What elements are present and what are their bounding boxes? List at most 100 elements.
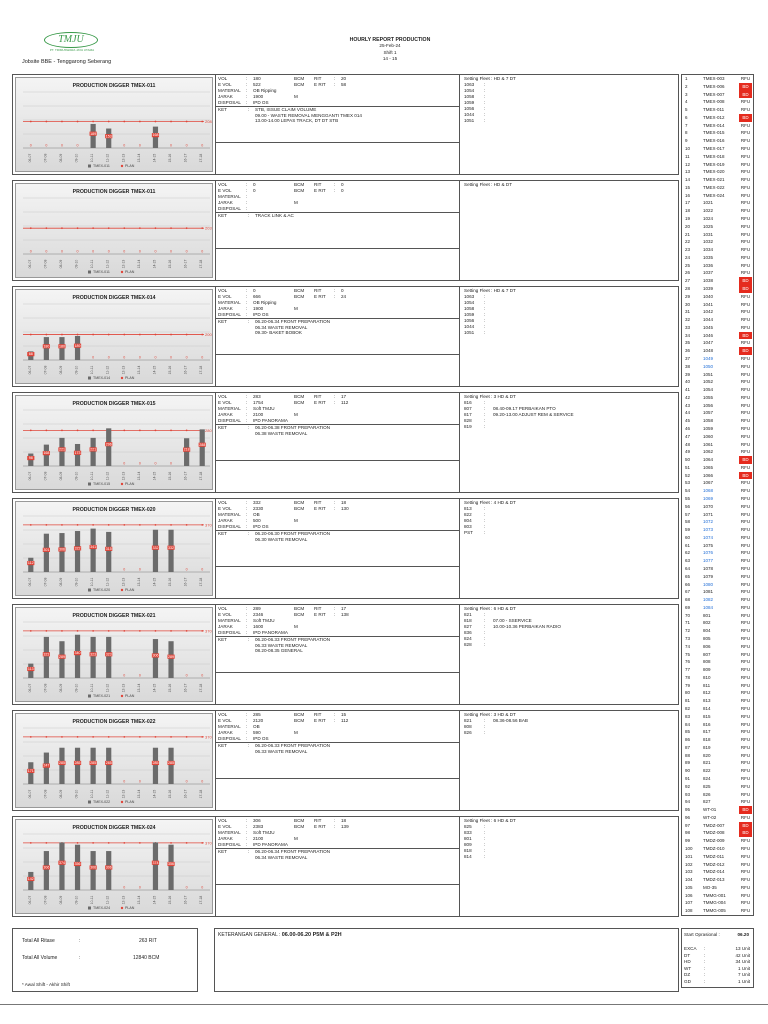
ket-line: 06.34 WASTE REMOVAL: [218, 855, 330, 861]
unit-number: 29: [685, 293, 691, 299]
x-tick-label: 13-14: [137, 366, 141, 375]
unit-number: 94: [685, 799, 691, 805]
colon: :: [248, 213, 250, 218]
plan-value-label: 370: [205, 628, 212, 633]
unit-number: 90: [685, 768, 691, 774]
unit-code: TMDZ-009: [703, 838, 725, 844]
info-field: E VOL: [218, 718, 232, 723]
info-field: M: [294, 412, 298, 417]
unit-code: TMEX-003: [703, 76, 725, 81]
status-badge-rfu: RFU: [740, 558, 751, 564]
info-separator: [216, 672, 459, 673]
status-badge-rfu: RFU: [740, 566, 751, 571]
plan-point: [170, 524, 172, 526]
unit-row: 45 1058 RFU: [682, 417, 753, 425]
data-label: 0: [186, 674, 188, 678]
bar: [152, 126, 159, 148]
colon: :: [248, 637, 250, 642]
data-label-bg: [58, 654, 66, 659]
unit-row: 88 820 RFU: [682, 752, 753, 760]
ket-line: 06.34 WASTE REMOVAL: [218, 325, 330, 331]
unit-code: 819: [703, 744, 711, 750]
colon: :: [484, 300, 486, 305]
x-tick-label: 15-16: [168, 154, 172, 163]
data-label: 285: [59, 761, 65, 765]
info-field: 112: [341, 718, 349, 723]
unit-number: 75: [685, 651, 691, 657]
data-label-bg: [27, 352, 35, 357]
unit-row: 75 807 RFU: [682, 651, 753, 659]
info-field: 2383: [253, 824, 264, 829]
data-label: 0: [139, 462, 141, 466]
bar: [106, 747, 112, 784]
data-label: 322: [75, 546, 81, 550]
ket-line: 06.38 WASTE REMOVAL: [218, 431, 330, 437]
info-separator: [216, 778, 459, 779]
data-label: 153: [106, 134, 112, 138]
unit-code: TMDZ-012: [703, 861, 725, 867]
unit-number: 4: [685, 99, 688, 105]
colon: :: [484, 848, 486, 853]
unit-number: 48: [685, 441, 691, 447]
info-field: :: [246, 76, 248, 81]
data-label-bg: [42, 547, 50, 552]
plan-point: [45, 524, 48, 526]
fleet-unit-code: 1056: [464, 106, 475, 111]
data-label: 0: [30, 250, 32, 254]
fleet-unit-code: 807: [464, 406, 472, 411]
fleet-title: Setting Fleet : 6 HD & DT: [464, 606, 516, 611]
plan-point: [76, 630, 79, 632]
status-badge-rfu: RFU: [740, 247, 751, 253]
unit-number: 17: [685, 200, 691, 206]
fleet-unit-code: 1059: [464, 100, 475, 105]
plan-point: [29, 842, 32, 844]
info-field: JARAK: [218, 624, 233, 629]
unit-code: 1054: [703, 387, 714, 393]
info-field: MATERIAL: [218, 512, 241, 517]
status-badge-bd: BD: [739, 471, 752, 480]
unit-code: 1064: [703, 457, 714, 463]
unit-number: 36: [685, 348, 691, 354]
plan-point: [138, 120, 141, 123]
ket-notes: KET:06.20-06.30 FRONT PREPARATION 06.30 W…: [218, 531, 330, 542]
info-field: :: [246, 294, 248, 299]
data-label: 301: [43, 548, 49, 552]
data-label-bg: [89, 131, 97, 136]
unit-code: 1034: [703, 247, 714, 253]
unit-row: 99 TMDZ-009 RFU: [682, 837, 753, 845]
status-badge-rfu: RFU: [740, 651, 751, 657]
data-label: 0: [170, 462, 172, 466]
fleet-title: Setting Fleet : HD & 7 DT: [464, 76, 516, 81]
info-field: :: [334, 82, 336, 87]
info-field: 2330: [253, 506, 264, 511]
production-chart: PRODUCTION DIGGER TMEX-011 208 0 06-07 0 07-0…: [15, 77, 213, 172]
data-label: 323: [90, 652, 96, 656]
unit-row: 77 809 RFU: [682, 666, 753, 674]
info-field: :: [334, 718, 336, 723]
fleet-unit: 821: 08.36-08.56 BAB: [464, 718, 528, 724]
status-badge-rfu: RFU: [740, 130, 751, 136]
unit-number: 77: [685, 667, 691, 673]
info-field: VOL: [218, 182, 228, 187]
bar: [43, 337, 49, 360]
x-tick-label: 17-18: [199, 260, 203, 269]
x-tick-label: 16-17: [184, 896, 188, 905]
unit-number: 53: [685, 480, 691, 486]
legend-swatch-plan: [120, 588, 124, 592]
unit-code: 1025: [703, 223, 714, 229]
fleet-title: Setting Fleet : 3 HD & DT: [464, 712, 516, 717]
plan-point: [45, 736, 48, 738]
x-tick-label: 14-15: [152, 684, 156, 693]
colon: :: [484, 724, 486, 729]
bar: [74, 844, 81, 890]
data-label: 0: [92, 250, 94, 254]
info-field: E VOL: [218, 188, 232, 193]
status-badge-rfu: RFU: [740, 99, 751, 105]
plan-point: [154, 333, 157, 336]
plan-value-label: 370: [205, 734, 212, 739]
x-tick-label: 12-13: [121, 154, 125, 163]
info-field: VOL: [218, 500, 228, 505]
plan-point: [138, 524, 141, 526]
bar: [184, 438, 190, 466]
unit-code: TMEX-017: [703, 146, 725, 151]
